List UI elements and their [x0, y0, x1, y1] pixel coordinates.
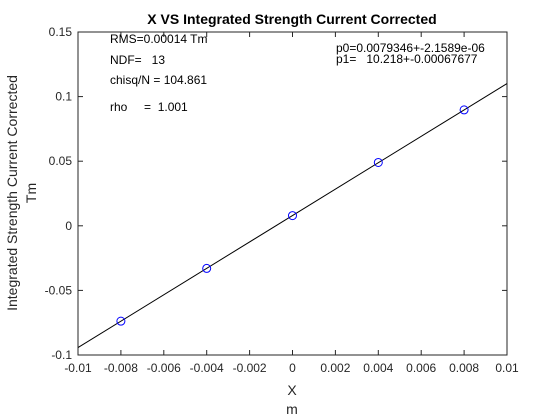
annotation-chisq: chisq/N = 104.861	[110, 73, 207, 87]
annotation-p1: p1= 10.218+-0.00067677	[336, 52, 478, 66]
y-tick-label: 0.1	[55, 90, 72, 104]
annotation-p0: p0=0.0079346+-2.1589e-06	[336, 41, 485, 55]
y-axis-unit: Tm	[23, 183, 39, 203]
x-tick-label: 0.006	[406, 361, 436, 375]
fit-line	[77, 83, 508, 348]
y-tick-label: 0	[65, 219, 72, 233]
y-tick-label: -0.1	[51, 348, 72, 362]
x-tick-label: -0.008	[104, 361, 138, 375]
x-tick-label: -0.01	[64, 361, 92, 375]
x-tick-label: -0.004	[190, 361, 224, 375]
annotation-ndf: NDF= 13	[110, 53, 165, 67]
y-axis-label: Integrated Strength Current Corrected	[4, 75, 20, 311]
data-point	[373, 157, 383, 167]
x-tick-label: 0.008	[449, 361, 479, 375]
x-tick-label: -0.006	[147, 361, 181, 375]
x-tick-label: 0.004	[363, 361, 393, 375]
annotation-rho: rho = 1.001	[110, 100, 188, 114]
y-tick-label: -0.05	[45, 283, 73, 297]
data-point	[202, 263, 212, 273]
y-tick-label: 0.05	[49, 154, 73, 168]
y-tick-label: 0.15	[49, 25, 73, 39]
x-axis-label: X	[287, 382, 297, 398]
x-tick-label: -0.002	[233, 361, 267, 375]
data-point	[459, 105, 469, 115]
x-tick-label: 0.002	[320, 361, 350, 375]
data-point	[288, 211, 297, 221]
chart-title: X VS Integrated Strength Current Correct…	[147, 11, 436, 27]
x-tick-label: 0.01	[495, 361, 519, 375]
x-axis-unit: m	[286, 401, 298, 417]
annotation-rms: RMS=0.00014 Tm	[110, 32, 208, 46]
x-tick-label: 0	[289, 361, 296, 375]
plot-area: -0.01 -0.008 -0.006 -0.004 -0.002 0 0.002 0.004…	[45, 25, 519, 375]
data-point	[116, 316, 126, 326]
